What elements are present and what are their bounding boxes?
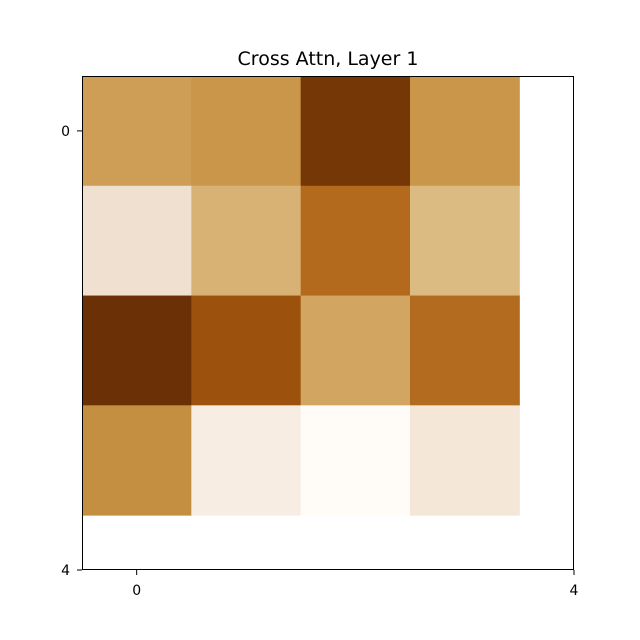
heatmap-cell-r2-c1 — [191, 295, 302, 406]
heatmap-cells — [82, 76, 520, 516]
y-tick-label: 4 — [61, 563, 70, 579]
x-tick-label: 0 — [132, 583, 141, 599]
heatmap-cell-r3-c3 — [410, 405, 520, 516]
heatmap-cell-r1-c1 — [191, 185, 302, 297]
heatmap-cell-r3-c1 — [191, 405, 302, 516]
plot-frame — [82, 76, 574, 570]
heatmap-cell-r0-c2 — [300, 76, 411, 187]
heatmap-cell-r0-c0 — [82, 76, 192, 187]
heatmap-cell-r2-c3 — [410, 295, 520, 406]
heatmap-cell-r3-c0 — [82, 405, 192, 516]
heatmap-cell-r1-c3 — [410, 185, 520, 297]
heatmap-cell-r2-c2 — [300, 295, 411, 406]
heatmap-cell-r1-c2 — [300, 185, 411, 297]
y-tick-label: 0 — [61, 124, 70, 140]
heatmap-cell-r1-c0 — [82, 185, 192, 297]
heatmap-cell-r2-c0 — [82, 295, 192, 406]
x-tick-label: 4 — [570, 583, 579, 599]
heatmap-cell-r3-c2 — [300, 405, 411, 516]
axis-ticks: 0 4 0 4 — [61, 124, 578, 599]
heatmap-cell-r0-c1 — [191, 76, 302, 187]
heatmap-cell-r0-c3 — [410, 76, 520, 187]
chart-title: Cross Attn, Layer 1 — [238, 48, 419, 70]
